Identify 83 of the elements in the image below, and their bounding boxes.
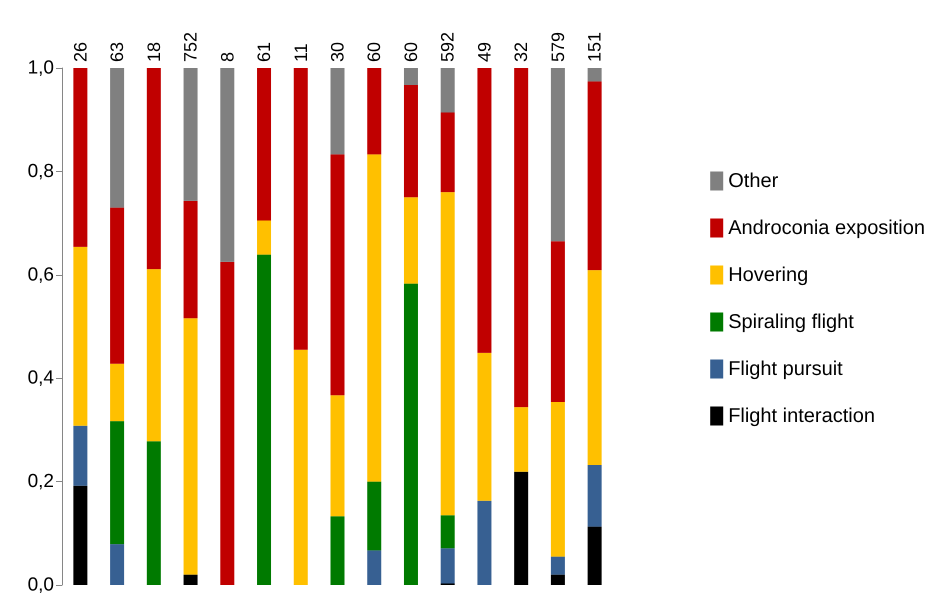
y-tick-label: 0,4 (28, 368, 54, 389)
bar (550, 574, 565, 585)
bar (294, 350, 308, 585)
bar (257, 68, 272, 221)
bar (110, 421, 124, 544)
bar (550, 556, 565, 575)
bar (184, 68, 198, 201)
legend-label: Flight pursuit (728, 358, 844, 380)
x-tick-label: 60 (400, 42, 421, 62)
legend-label: Androconia exposition (728, 217, 925, 239)
x-tick-label: 151 (584, 32, 605, 62)
bar (440, 112, 455, 192)
bar (404, 284, 418, 585)
bar (330, 395, 344, 516)
bar (514, 407, 528, 472)
bar (477, 352, 492, 501)
x-tick-label: 752 (180, 32, 201, 62)
y-tick-label: 0,2 (28, 471, 54, 492)
bar (588, 270, 602, 466)
y-tick-label: 1,0 (28, 58, 54, 78)
x-tick-label: 49 (474, 42, 494, 62)
bar (330, 516, 344, 585)
bar (330, 154, 344, 396)
bar (367, 482, 382, 550)
bar (110, 544, 124, 585)
bar (146, 269, 161, 442)
x-tick-label: 30 (328, 42, 348, 62)
bar (404, 85, 418, 198)
y-tick-label: 0,6 (28, 264, 54, 286)
bar (110, 68, 124, 208)
x-tick-label: 18 (144, 42, 164, 62)
bar (73, 486, 88, 585)
bar (146, 68, 161, 270)
x-tick-label: 26 (70, 42, 90, 62)
bar (514, 68, 528, 408)
bar (404, 68, 418, 86)
bar (588, 81, 602, 270)
bar (257, 220, 272, 255)
bar (146, 441, 161, 585)
bar (110, 364, 124, 422)
bar (184, 318, 198, 575)
bar (550, 68, 565, 242)
bar (404, 197, 418, 284)
bar (73, 68, 88, 247)
x-tick-label: 63 (107, 42, 128, 62)
bar (440, 192, 455, 516)
legend-label: Other (728, 170, 779, 192)
legend-label: Flight interaction (728, 405, 875, 427)
bar (367, 550, 382, 585)
bar (550, 241, 565, 402)
bar (294, 68, 308, 350)
bar (257, 254, 272, 585)
bar (550, 402, 565, 557)
y-tick-label: 0,0 (28, 574, 54, 596)
bar (220, 68, 234, 262)
x-tick-label: 60 (364, 42, 384, 62)
bar (184, 574, 198, 585)
bar (73, 426, 88, 486)
bar (220, 262, 234, 585)
bar (477, 500, 492, 585)
bar (588, 526, 602, 585)
legend-label: Hovering (728, 264, 808, 286)
bar (588, 68, 602, 82)
bar (184, 200, 198, 318)
bar (330, 68, 344, 154)
bar (440, 515, 455, 548)
bar (440, 548, 455, 584)
bar (588, 465, 602, 527)
x-tick-label: 579 (548, 32, 568, 62)
bar (367, 68, 382, 154)
legend-label: Spiraling flight (728, 311, 854, 333)
bar (110, 208, 124, 364)
bar (477, 68, 492, 353)
x-tick-label: 592 (438, 32, 458, 62)
x-tick-label: 11 (290, 43, 311, 62)
x-tick-label: 8 (217, 52, 238, 62)
y-tick-label: 0,8 (28, 160, 54, 182)
bar (367, 154, 382, 482)
bar (73, 246, 88, 426)
x-tick-label: 32 (511, 42, 532, 62)
bar (440, 68, 455, 112)
bar (514, 472, 528, 585)
x-tick-label: 61 (254, 42, 274, 62)
